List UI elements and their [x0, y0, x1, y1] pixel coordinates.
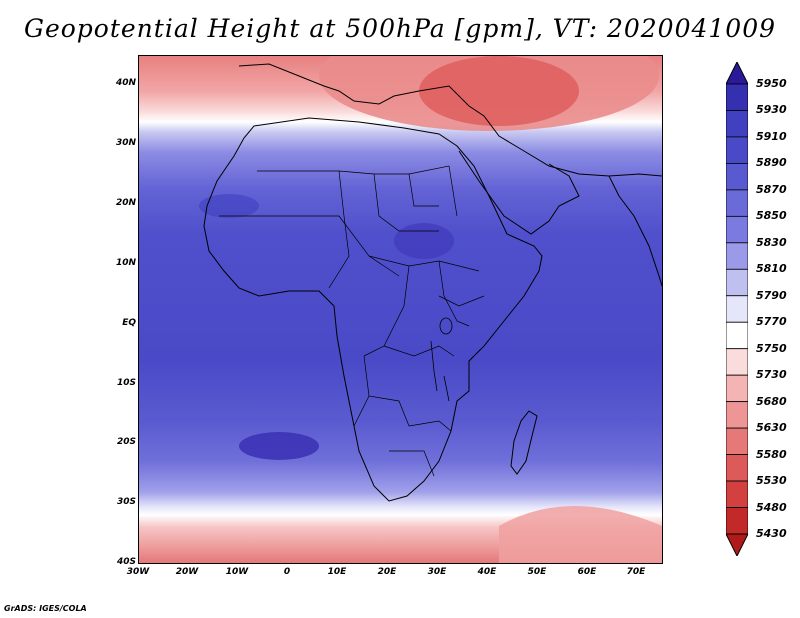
lat-label-eq: EQ	[122, 318, 136, 328]
africa-coastline	[203, 117, 543, 502]
colorbar-label: 5630	[756, 421, 787, 435]
colorbar-segment	[726, 507, 748, 535]
trough-core	[419, 56, 579, 126]
colorbar-segment	[726, 83, 748, 111]
colorbar-label: 5580	[756, 447, 787, 461]
southern-trough-shading	[499, 506, 662, 563]
grads-credit: GrADS: IGES/COLA	[4, 604, 87, 613]
lat-label-20n: 20N	[115, 198, 136, 208]
lon-label-60e: 60E	[577, 567, 597, 577]
ridge-core-central-africa	[394, 223, 454, 259]
lon-label-20e: 20E	[377, 567, 397, 577]
colorbar-label: 5730	[756, 368, 787, 382]
colorbar-segment	[726, 242, 748, 270]
arabian-peninsula-outline	[458, 150, 580, 235]
colorbar-segment	[726, 136, 748, 164]
lat-label-30n: 30N	[115, 138, 136, 148]
colorbar-label: 5810	[756, 262, 787, 276]
colorbar-segment	[726, 295, 748, 323]
india-coastline	[608, 175, 662, 287]
lat-label-20s: 20S	[116, 437, 136, 447]
madagascar-outline	[510, 410, 538, 475]
colorbar-bottom-arrow	[726, 533, 748, 556]
colorbar-label: 5870	[756, 182, 787, 196]
lat-label-40s: 40S	[116, 557, 136, 567]
colorbar-segment	[726, 268, 748, 297]
colorbar-segment	[726, 321, 748, 350]
colorbar	[726, 62, 748, 556]
colorbar-label: 5830	[756, 235, 787, 249]
colorbar-label: 5850	[756, 209, 787, 223]
colorbar-segment	[726, 215, 748, 244]
colorbar-label: 5910	[756, 129, 787, 143]
colorbar-label: 5770	[756, 315, 787, 329]
lake-malawi	[443, 375, 450, 402]
map-plot-area	[138, 55, 663, 564]
lon-label-30w: 30W	[126, 567, 150, 577]
colorbar-segment	[726, 189, 748, 217]
map-title: Geopotential Height at 500hPa [gpm], VT:…	[23, 14, 777, 43]
colorbar-label: 5890	[756, 156, 787, 170]
colorbar-segment	[726, 454, 748, 482]
colorbar-segment	[726, 110, 748, 138]
colorbar-segment	[726, 348, 748, 376]
colorbar-top-arrow	[726, 62, 748, 85]
lon-label-40e: 40E	[477, 567, 497, 577]
ridge-core-west-africa	[199, 194, 259, 218]
colorbar-label: 5480	[756, 500, 787, 514]
lon-label-70e: 70E	[626, 567, 646, 577]
lon-label-30e: 30E	[427, 567, 447, 577]
lat-label-30s: 30S	[116, 497, 136, 507]
lat-label-10n: 10N	[115, 258, 136, 268]
colorbar-label: 5680	[756, 394, 787, 408]
ridge-core-south-atlantic	[239, 432, 319, 460]
lon-label-10w: 10W	[225, 567, 249, 577]
colorbar-segment	[726, 163, 748, 191]
geopotential-field	[139, 56, 662, 563]
colorbar-segment	[726, 374, 748, 403]
country-borders	[219, 165, 485, 477]
lat-label-40n: 40N	[115, 78, 136, 88]
colorbar-segment	[726, 401, 748, 429]
colorbar-label: 5530	[756, 474, 787, 488]
lon-label-20w: 20W	[175, 567, 199, 577]
lon-label-10e: 10E	[327, 567, 347, 577]
colorbar-segment	[726, 480, 748, 508]
lat-label-10s: 10S	[116, 378, 136, 388]
colorbar-label: 5790	[756, 288, 787, 302]
height-field-background	[139, 56, 662, 563]
lon-label-0: 0	[283, 567, 291, 577]
lake-tanganyika	[430, 340, 438, 392]
colorbar-label: 5430	[756, 527, 787, 540]
lon-label-50e: 50E	[527, 567, 547, 577]
colorbar-segment	[726, 427, 748, 455]
colorbar-label: 5750	[756, 341, 787, 355]
europe-middle-east-coastline	[238, 63, 662, 177]
colorbar-label: 5950	[756, 77, 787, 90]
colorbar-label: 5930	[756, 103, 787, 117]
lake-victoria	[439, 317, 453, 335]
